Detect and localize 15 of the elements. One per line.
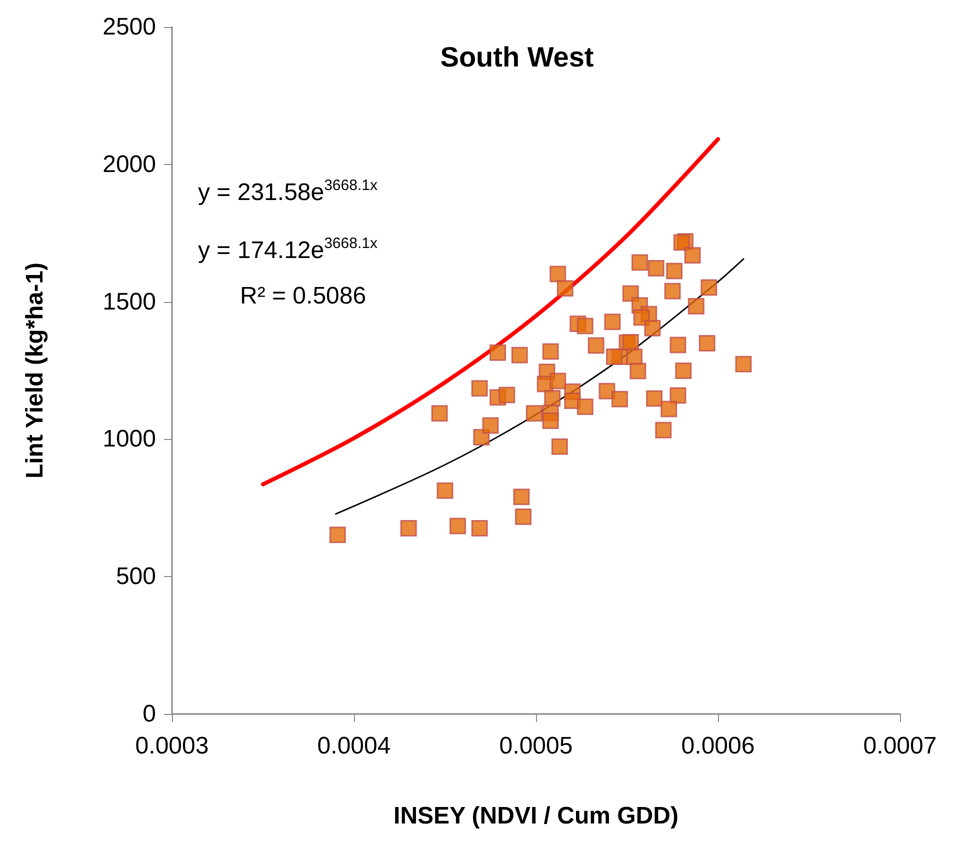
x-tick-label: 0.0005: [499, 732, 573, 760]
y-tick-label: 1000: [102, 426, 156, 453]
annotation: R² = 0.5086: [240, 282, 366, 310]
x-tick-label: 0.0007: [863, 732, 937, 760]
y-tick-label: 1500: [102, 288, 156, 316]
y-tick-label: 2500: [102, 14, 156, 40]
x-tick-label: 0.0006: [681, 732, 755, 760]
y-axis-title: Lint Yield (kg*ha-1): [22, 262, 48, 479]
x-tick-label: 0.0004: [317, 732, 391, 760]
x-axis-title: INSEY (NDVI / Cum GDD): [394, 802, 678, 830]
y-tick-label: 0: [142, 700, 156, 728]
text: South West: [440, 42, 594, 72]
x-tick-label: 0.0003: [135, 732, 209, 760]
y-tick-label: 2000: [102, 150, 156, 178]
y-tick-label: 500: [116, 563, 156, 590]
